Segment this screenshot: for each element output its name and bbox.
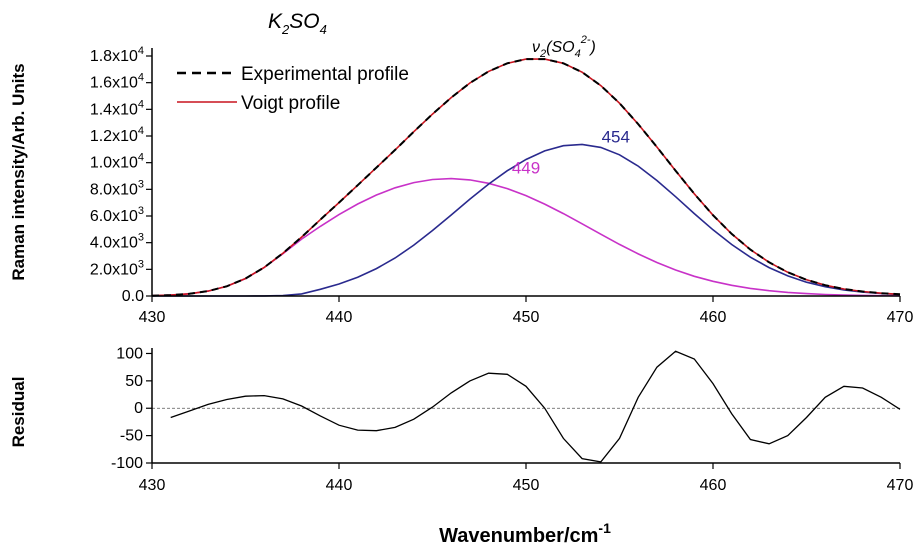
residual-series-group	[170, 350, 901, 463]
legend: Experimental profile Voigt profile	[177, 64, 409, 114]
top-x-tick-label: 470	[887, 309, 914, 326]
residual-y-tick-label: 50	[125, 373, 143, 390]
peak-label-449: 449	[512, 158, 540, 177]
top-y-ticks: 0.0 2.0x103 4.0x103 6.0x103 8.0x103 1.0x104 1.…	[90, 45, 152, 305]
top-y-tick-label: 1.8x104	[90, 45, 144, 65]
top-y-tick-label: 8.0x103	[90, 178, 144, 198]
top-x-tick-label: 430	[139, 309, 166, 326]
top-x-tick-label: 450	[513, 309, 540, 326]
top-y-tick-label: 1.2x104	[90, 125, 144, 145]
residual-y-tick-label: 100	[116, 345, 143, 362]
residual-x-tick-label: 470	[887, 477, 914, 494]
top-chart: 0.0 2.0x103 4.0x103 6.0x103 8.0x103 1.0x104 1.…	[9, 10, 913, 326]
experimental-profile-line	[151, 58, 901, 297]
chart-title: K2SO4	[268, 10, 327, 37]
residual-y-ticks: 100 50 0 -50 -100	[111, 345, 152, 472]
peak-label-454: 454	[602, 128, 630, 147]
top-y-tick-label: 0.0	[122, 288, 144, 305]
component-449-line	[151, 177, 901, 297]
residual-line	[170, 350, 901, 463]
residual-x-tick-label: 430	[139, 477, 166, 494]
residual-x-tick-label: 440	[326, 477, 353, 494]
legend-label-experimental: Experimental profile	[241, 64, 409, 85]
residual-y-tick-label: 0	[134, 400, 143, 417]
peak-assignment-label: ν2(SO42-)	[532, 34, 596, 60]
residual-y-tick-label: -100	[111, 455, 143, 472]
top-y-tick-label: 6.0x103	[90, 205, 144, 225]
top-y-axis-label: Raman intensity/Arb. Units	[9, 63, 28, 280]
top-y-tick-label: 1.6x104	[90, 72, 144, 92]
residual-x-tick-label: 450	[513, 477, 540, 494]
residual-y-axis-label: Residual	[9, 377, 28, 448]
top-y-tick-label: 4.0x103	[90, 232, 144, 252]
top-y-tick-label: 1.0x104	[90, 152, 144, 172]
top-y-tick-label: 1.4x104	[90, 98, 144, 118]
legend-label-voigt: Voigt profile	[241, 93, 340, 114]
peak-annotations: 449 454	[512, 128, 630, 178]
x-axis-title: Wavenumber/cm-1	[439, 520, 611, 547]
top-y-tick-label: 2.0x103	[90, 258, 144, 278]
top-x-ticks: 430 440 450 460 470	[139, 296, 914, 326]
residual-chart: 100 50 0 -50 -100 430 440 450 460 470 Residual W…	[9, 345, 913, 547]
top-x-tick-label: 440	[326, 309, 353, 326]
residual-x-ticks: 430 440 450 460 470	[139, 463, 914, 494]
residual-x-tick-label: 460	[700, 477, 727, 494]
residual-y-tick-label: -50	[120, 428, 143, 445]
top-x-tick-label: 460	[700, 309, 727, 326]
